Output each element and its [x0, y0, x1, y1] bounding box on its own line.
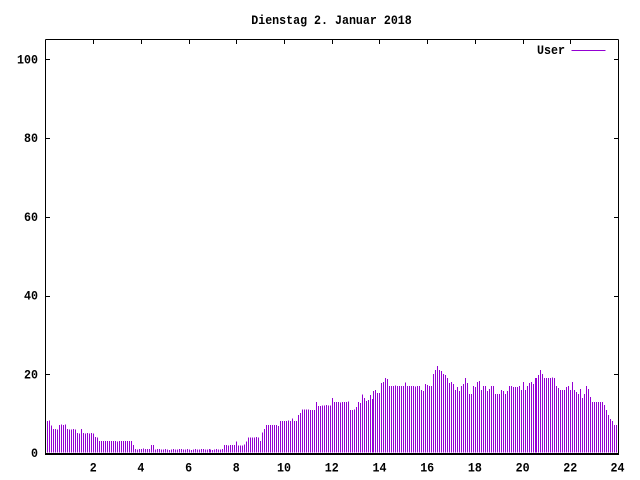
- svg-text:0: 0: [31, 447, 38, 461]
- svg-text:16: 16: [420, 462, 434, 476]
- svg-text:80: 80: [24, 132, 38, 146]
- svg-text:20: 20: [24, 368, 38, 382]
- svg-text:14: 14: [373, 462, 387, 476]
- svg-text:User: User: [537, 44, 565, 58]
- svg-text:20: 20: [516, 462, 530, 476]
- svg-text:60: 60: [24, 211, 38, 225]
- svg-text:6: 6: [185, 462, 192, 476]
- svg-text:100: 100: [17, 53, 38, 67]
- svg-text:2: 2: [90, 462, 97, 476]
- svg-text:24: 24: [611, 462, 625, 476]
- svg-text:22: 22: [563, 462, 577, 476]
- svg-text:12: 12: [325, 462, 339, 476]
- svg-text:40: 40: [24, 290, 38, 304]
- svg-text:Dienstag 2. Januar 2018: Dienstag 2. Januar 2018: [251, 14, 412, 28]
- svg-text:10: 10: [277, 462, 291, 476]
- svg-text:4: 4: [137, 462, 144, 476]
- svg-text:8: 8: [233, 462, 240, 476]
- svg-text:18: 18: [468, 462, 482, 476]
